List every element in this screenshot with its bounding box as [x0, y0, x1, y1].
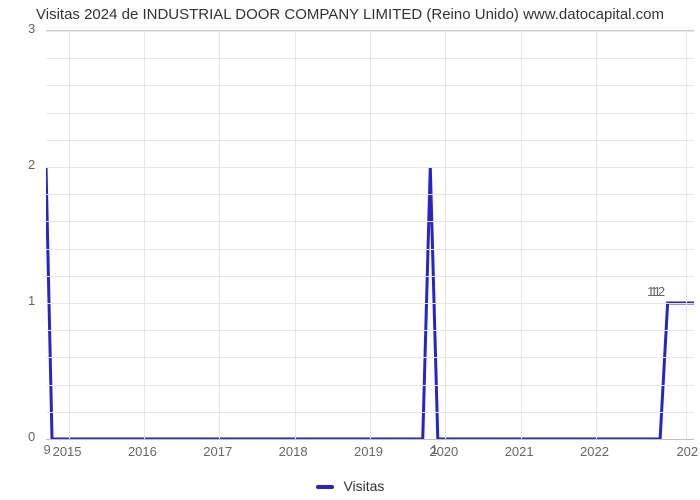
- v-gridline: [295, 31, 296, 439]
- point-label: 1: [431, 442, 438, 457]
- x-tick-label: 2015: [53, 444, 82, 459]
- y-tick-label: 3: [28, 21, 35, 36]
- x-tick-label: 2021: [505, 444, 534, 459]
- v-gridline: [144, 31, 145, 439]
- y-tick-label: 0: [28, 429, 35, 444]
- v-gridline: [370, 31, 371, 439]
- v-gridline: [686, 31, 687, 439]
- chart-title: Visitas 2024 de INDUSTRIAL DOOR COMPANY …: [0, 6, 700, 23]
- legend: Visitas: [0, 478, 700, 494]
- chart-container: Visitas 2024 de INDUSTRIAL DOOR COMPANY …: [0, 0, 700, 500]
- v-gridline: [596, 31, 597, 439]
- x-tick-label: 2019: [354, 444, 383, 459]
- y-tick-label: 1: [28, 293, 35, 308]
- y-tick-label: 2: [28, 157, 35, 172]
- x-tick-label: 2020: [429, 444, 458, 459]
- x-tick-label: 2016: [128, 444, 157, 459]
- point-label: 9: [44, 442, 51, 457]
- x-tick-label: 202: [676, 444, 698, 459]
- v-gridline: [69, 31, 70, 439]
- x-tick-label: 2022: [580, 444, 609, 459]
- legend-swatch: [316, 485, 334, 489]
- x-tick-label: 2018: [279, 444, 308, 459]
- plot-area: [46, 30, 694, 440]
- v-gridline: [521, 31, 522, 439]
- legend-label: Visitas: [343, 478, 384, 494]
- v-gridline: [445, 31, 446, 439]
- v-gridline: [219, 31, 220, 439]
- x-tick-label: 2017: [203, 444, 232, 459]
